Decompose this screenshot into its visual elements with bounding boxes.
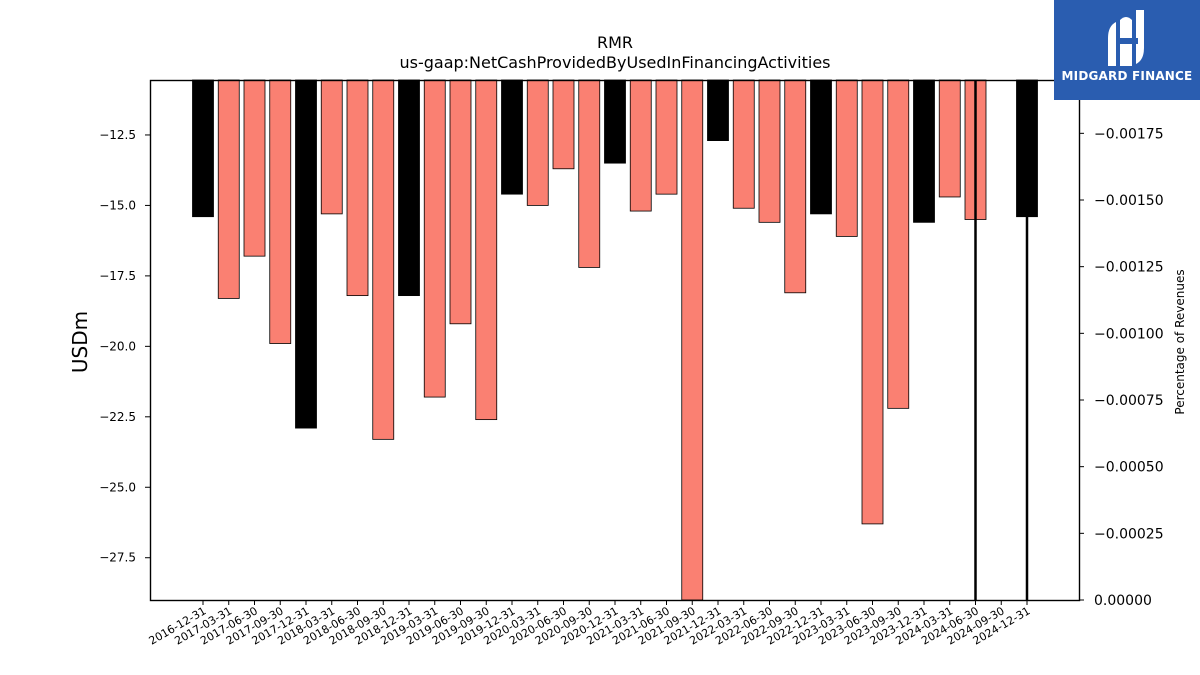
bar-2023-12-31	[913, 79, 935, 223]
bar-2022-12-31	[810, 79, 832, 215]
y2-axis-ticks: 0.00000 −0.00025 −0.00050 −0.00075 −0.00100 −…	[1079, 126, 1164, 609]
y-tick-label: −12.5	[99, 128, 136, 142]
x-axis-ticks: 2016-12-312017-03-312017-06-302017-09-30…	[147, 600, 1033, 648]
y2-axis-label: Percentage of Revenues	[1173, 269, 1187, 414]
y2-tick-label: 0.00000	[1094, 593, 1152, 609]
y-axis-ticks: −12.5 −15.0 −17.5 −20.0 −22.5 −25.0 −27.5	[99, 128, 150, 565]
bar-2021-06-30	[655, 79, 678, 195]
y-tick-label: −27.5	[99, 551, 136, 565]
y2-tick-label: −0.00100	[1094, 326, 1164, 342]
bar-2023-03-31	[835, 79, 858, 237]
bar-2021-09-30	[681, 79, 704, 601]
chart-title: RMR	[597, 33, 633, 52]
bar-2017-06-30	[243, 79, 266, 257]
chart-subtitle: us-gaap:NetCashProvidedByUsedInFinancing…	[399, 53, 830, 72]
y-axis-label: USDm	[68, 311, 92, 373]
bar-2022-09-30	[784, 79, 807, 294]
y2-tick-label: −0.00125	[1094, 260, 1164, 276]
y-tick-label: −15.0	[99, 198, 136, 212]
bar-2017-12-31	[295, 79, 317, 429]
y-tick-label: −20.0	[99, 339, 136, 353]
bars-group	[192, 79, 1038, 601]
bar-2020-03-31	[526, 79, 549, 206]
bar-2018-06-30	[346, 79, 369, 297]
bar-2023-06-30	[861, 79, 884, 525]
logo-text: MIDGARD FINANCE	[1061, 69, 1193, 83]
y2-tick-label: −0.00175	[1094, 126, 1164, 142]
bar-2017-03-31	[217, 79, 240, 299]
y2-tick-label: −0.00150	[1094, 193, 1164, 209]
bar-2021-12-31	[707, 79, 729, 141]
bar-2022-03-31	[732, 79, 755, 209]
bar-2019-03-31	[423, 79, 446, 398]
bar-2022-06-30	[758, 79, 781, 223]
midgard-logo-icon	[1108, 10, 1144, 66]
bar-2021-03-31	[629, 79, 652, 212]
bar-2020-06-30	[552, 79, 575, 170]
y2-tick-label: −0.00075	[1094, 393, 1164, 409]
y2-tick-label: −0.00050	[1094, 460, 1164, 476]
bar-2019-12-31	[501, 79, 523, 195]
bar-2024-03-31	[938, 79, 961, 198]
bar-2019-06-30	[449, 79, 472, 325]
y-tick-label: −25.0	[99, 480, 136, 494]
y2-tick-label: −0.00025	[1094, 526, 1164, 542]
pct-lines-group	[974, 80, 1029, 600]
bar-2023-09-30	[887, 79, 910, 409]
bar-2016-12-31	[192, 79, 214, 218]
y-tick-label: −22.5	[99, 410, 136, 424]
logo: MIDGARD FINANCE	[1054, 0, 1200, 100]
bar-2018-12-31	[398, 79, 420, 297]
bar-2020-09-30	[578, 79, 601, 268]
y-tick-label: −17.5	[99, 269, 136, 283]
bar-2017-09-30	[269, 79, 292, 344]
bar-2019-09-30	[475, 79, 498, 421]
bar-2018-03-31	[320, 79, 343, 215]
bar-2018-09-30	[372, 79, 395, 440]
bar-2020-12-31	[604, 79, 626, 164]
